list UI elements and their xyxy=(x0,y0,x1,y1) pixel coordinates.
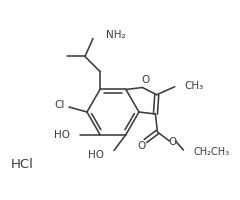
Text: CH₂CH₃: CH₂CH₃ xyxy=(193,147,229,157)
Text: HO: HO xyxy=(54,130,70,140)
Text: NH₂: NH₂ xyxy=(106,30,126,40)
Text: Cl: Cl xyxy=(55,100,65,110)
Text: HCl: HCl xyxy=(11,158,33,171)
Text: O: O xyxy=(141,75,150,85)
Text: O: O xyxy=(137,141,146,151)
Text: O: O xyxy=(168,137,177,147)
Text: CH₃: CH₃ xyxy=(185,81,204,91)
Text: HO: HO xyxy=(88,150,104,160)
